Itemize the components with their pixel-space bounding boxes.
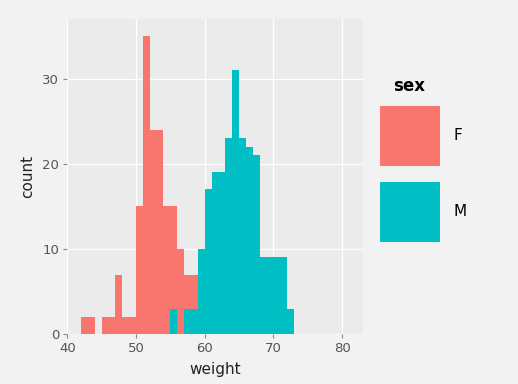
Bar	[225, 138, 232, 334]
Bar	[170, 309, 177, 334]
X-axis label: weight: weight	[189, 362, 241, 377]
Bar	[287, 309, 294, 334]
Bar	[143, 36, 150, 334]
Bar	[198, 249, 205, 334]
Bar	[122, 317, 129, 334]
Bar	[266, 258, 274, 334]
Bar	[88, 317, 95, 334]
Bar	[260, 258, 266, 334]
Bar	[280, 258, 287, 334]
Bar	[116, 275, 122, 334]
Bar	[109, 317, 116, 334]
Bar	[177, 249, 184, 334]
FancyBboxPatch shape	[380, 182, 440, 242]
Bar	[246, 147, 253, 334]
Text: sex: sex	[393, 77, 425, 95]
Bar	[184, 275, 191, 334]
Bar	[150, 130, 156, 334]
Bar	[274, 258, 280, 334]
Bar	[129, 317, 136, 334]
Text: F: F	[454, 128, 463, 144]
Y-axis label: count: count	[20, 155, 35, 198]
Bar	[191, 309, 198, 334]
Bar	[136, 207, 143, 334]
Bar	[81, 317, 88, 334]
Bar	[191, 275, 198, 334]
Bar	[198, 317, 205, 334]
Text: M: M	[454, 204, 467, 220]
Bar	[239, 138, 246, 334]
Bar	[184, 309, 191, 334]
Bar	[102, 317, 109, 334]
Bar	[253, 156, 260, 334]
Bar	[219, 172, 225, 334]
Bar	[211, 172, 219, 334]
FancyBboxPatch shape	[380, 106, 440, 166]
Bar	[170, 207, 177, 334]
Bar	[232, 70, 239, 334]
Bar	[156, 130, 164, 334]
Bar	[164, 207, 170, 334]
Bar	[205, 317, 211, 334]
Bar	[205, 189, 211, 334]
